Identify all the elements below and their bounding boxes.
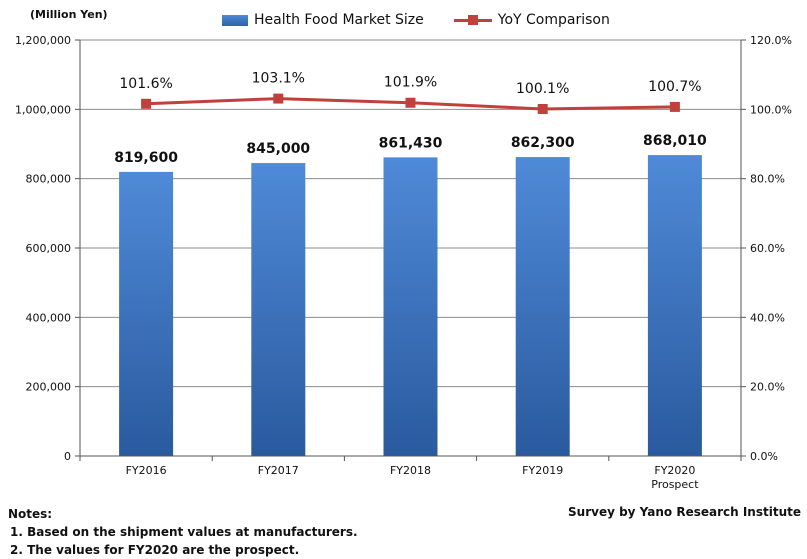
x-tick-label: FY2018 (390, 464, 431, 477)
yoy-point (405, 97, 416, 108)
bar-value-label: 845,000 (246, 141, 310, 157)
legend-item-bar: Health Food Market Size (222, 12, 424, 28)
bar-value-label: 861,430 (379, 135, 443, 151)
yoy-value-label: 101.6% (119, 76, 172, 92)
yoy-point (141, 98, 152, 109)
yoy-value-label: 103.1% (252, 71, 305, 87)
y-right-tick-label: 80.0% (750, 173, 785, 186)
y-right-tick-label: 0.0% (750, 450, 778, 463)
notes-title: Notes: (8, 507, 53, 521)
yoy-value-label: 101.9% (384, 75, 437, 91)
chart-legend: Health Food Market Size YoY Comparison (222, 12, 640, 28)
note-item-1: 1. Based on the shipment values at manuf… (10, 525, 358, 539)
legend-line-swatch (453, 14, 492, 26)
bar (251, 163, 306, 457)
yoy-point (273, 93, 284, 104)
y-right-tick-label: 40.0% (750, 311, 785, 324)
x-tick-label: FY2016 (126, 464, 167, 477)
y-left-tick-label: 600,000 (26, 242, 72, 255)
x-tick-label: FY2020 (654, 464, 695, 477)
yoy-value-label: 100.7% (648, 79, 701, 95)
y-right-tick-label: 20.0% (750, 381, 785, 394)
bar (647, 155, 702, 457)
x-tick-label: FY2017 (258, 464, 299, 477)
yoy-point (669, 101, 680, 112)
bar-value-label: 868,010 (643, 133, 707, 149)
yoy-point (537, 103, 548, 114)
bar (119, 171, 174, 456)
legend-bar-label: Health Food Market Size (254, 12, 424, 28)
bar (383, 157, 438, 457)
legend-bar-swatch (222, 14, 248, 26)
x-tick-label-sub: Prospect (651, 478, 699, 491)
y-left-tick-label: 800,000 (26, 173, 72, 186)
source-credit: Survey by Yano Research Institute (568, 505, 801, 519)
note-item-2: 2. The values for FY2020 are the prospec… (10, 543, 300, 557)
y-left-tick-label: 200,000 (26, 381, 72, 394)
bar-value-label: 862,300 (511, 135, 575, 151)
yoy-value-label: 100.1% (516, 81, 569, 97)
y-left-tick-label: 1,200,000 (15, 34, 71, 47)
bar (515, 157, 570, 456)
x-tick-label: FY2019 (522, 464, 563, 477)
y-left-tick-label: 400,000 (26, 311, 72, 324)
y-right-tick-label: 60.0% (750, 242, 785, 255)
y-right-tick-label: 120.0% (750, 34, 792, 47)
legend-line-label: YoY Comparison (497, 12, 610, 28)
bar-value-label: 819,600 (114, 150, 178, 166)
legend-item-line: YoY Comparison (453, 12, 610, 28)
y-left-tick-label: 1,000,000 (15, 103, 71, 116)
y-left-tick-label: 0 (64, 450, 71, 463)
chart: 819,600 845,000 861,430 862,300 868,010 101.6… (15, 34, 792, 491)
notes: Notes: 1. Based on the shipment values a… (8, 505, 358, 559)
unit-label: (Million Yen) (30, 8, 108, 21)
y-right-tick-label: 100.0% (750, 103, 792, 116)
